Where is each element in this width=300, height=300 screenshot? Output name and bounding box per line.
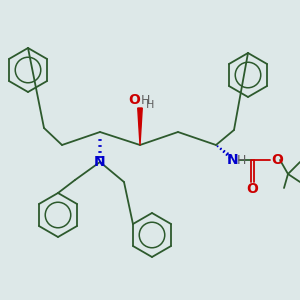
Text: O: O: [271, 153, 283, 167]
Text: N: N: [94, 155, 106, 169]
Text: O: O: [246, 182, 258, 196]
Text: N: N: [227, 153, 239, 167]
Text: H: H: [236, 154, 246, 166]
Text: H: H: [140, 94, 150, 106]
Text: O: O: [128, 93, 140, 107]
Text: H: H: [146, 100, 154, 110]
Polygon shape: [138, 108, 142, 145]
